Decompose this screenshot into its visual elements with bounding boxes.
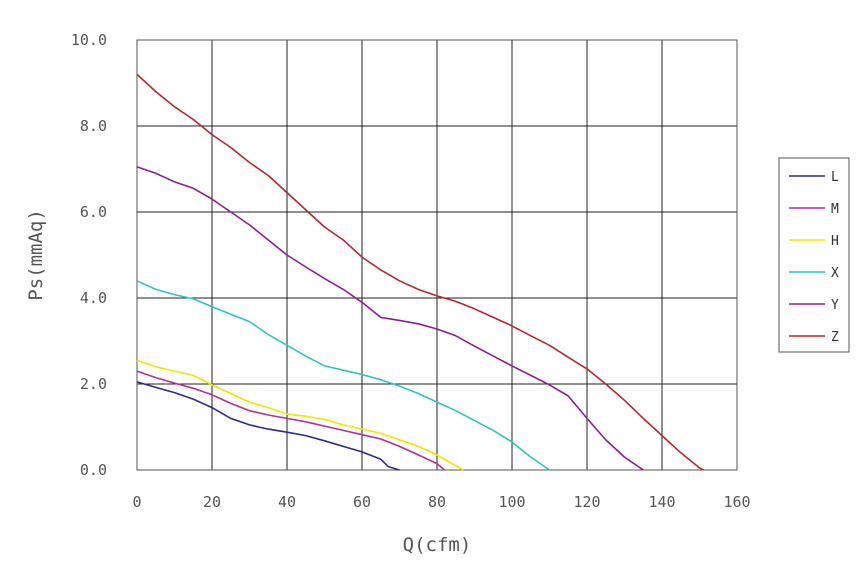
y-tick-label: 8.0 [80,117,107,135]
axis-ticks: 0 20 40 60 80 100 120 140 160 0.0 2.0 4.0 6.0 8.0 10.0 [71,31,751,511]
series-line-z [136,73,704,471]
legend-label-z: Z [831,330,839,345]
grid-lines [136,39,738,471]
series-line-h [136,359,464,471]
x-tick-label: 20 [203,493,221,511]
x-tick-label: 100 [498,493,525,511]
plot-area-frame [136,39,738,471]
y-axis-label: Ps(mmAq) [25,209,47,301]
x-tick-label: 0 [132,493,141,511]
series-line-m [136,370,446,471]
legend-label-h: H [831,234,839,249]
y-tick-label: 6.0 [80,203,107,221]
x-tick-label: 40 [278,493,296,511]
legend-entries: L M H X Y Z [789,170,839,345]
legend-label-x: X [831,266,839,281]
y-tick-label: 0.0 [80,461,107,479]
series-line-y [136,166,644,471]
y-tick-label: 4.0 [80,289,107,307]
x-axis-label: Q(cfm) [403,534,472,556]
x-tick-label: 60 [353,493,371,511]
legend: L M H X Y Z [778,157,850,353]
x-tick-label: 160 [723,493,750,511]
legend-box [778,157,850,353]
y-tick-label: 2.0 [80,375,107,393]
legend-label-m: M [831,202,839,217]
y-tick-label: 10.0 [71,31,107,49]
x-tick-label: 120 [573,493,600,511]
series-line-x [136,280,550,471]
x-tick-label: 140 [648,493,675,511]
series-line-l [136,381,400,471]
legend-label-y: Y [831,298,839,313]
x-tick-label: 80 [428,493,446,511]
series-lines [136,73,704,471]
legend-label-l: L [831,170,839,185]
